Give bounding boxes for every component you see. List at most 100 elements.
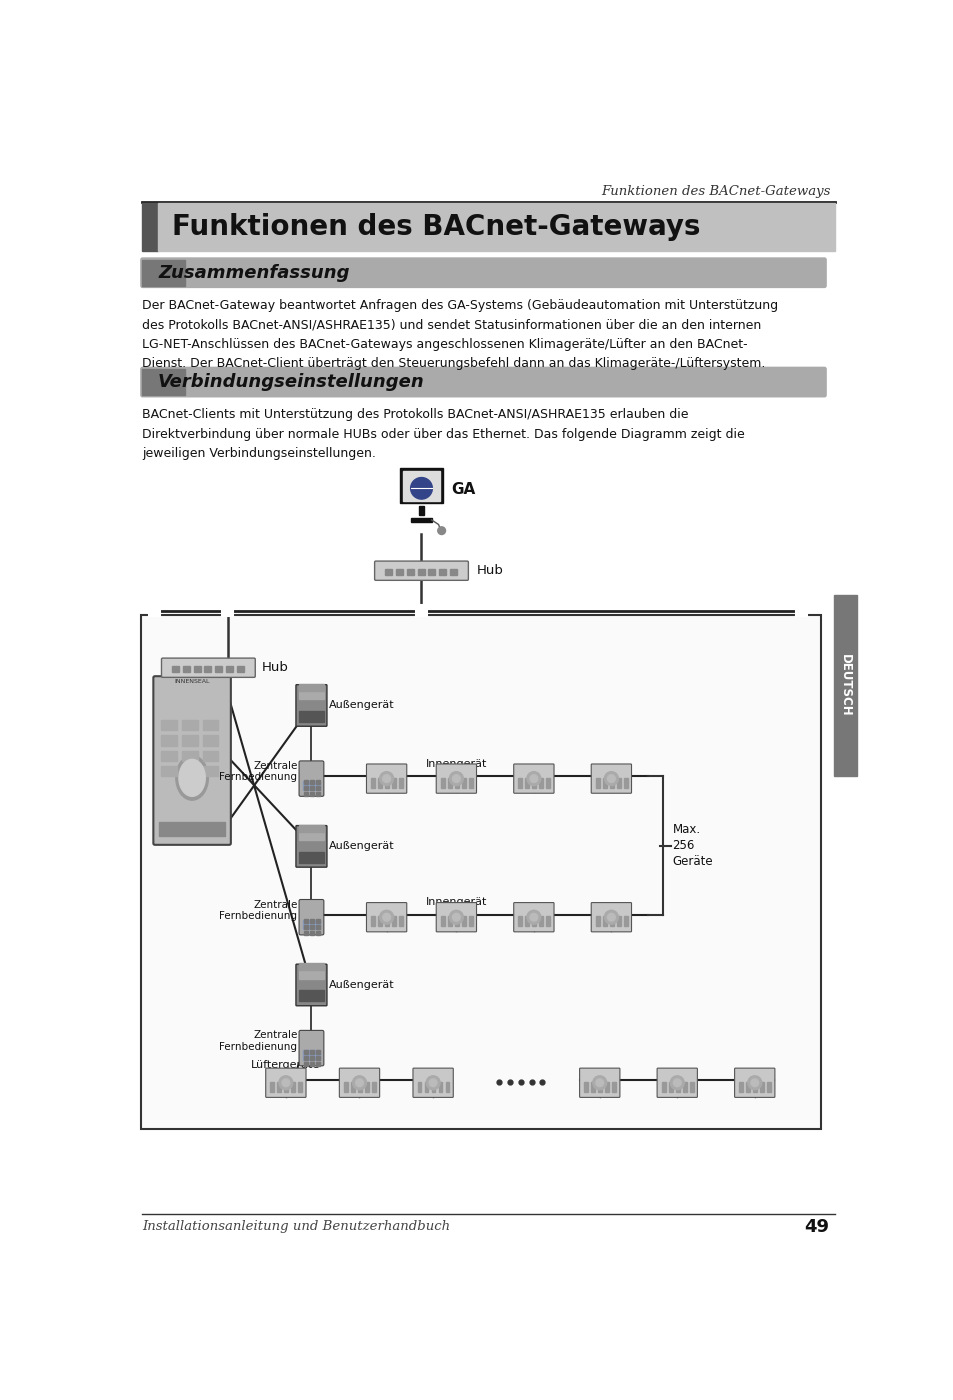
- Bar: [372, 1082, 375, 1092]
- Bar: [142, 259, 185, 286]
- Bar: [532, 917, 536, 927]
- Text: Außengerät: Außengerät: [328, 700, 394, 710]
- Bar: [617, 917, 620, 927]
- Bar: [598, 1082, 601, 1092]
- Bar: [682, 1082, 686, 1092]
- Bar: [795, 605, 806, 616]
- Bar: [161, 720, 176, 731]
- Bar: [461, 778, 465, 788]
- Bar: [525, 778, 529, 788]
- Bar: [517, 917, 521, 927]
- Bar: [661, 1082, 665, 1092]
- Bar: [303, 1056, 307, 1060]
- Text: Funktionen des BACnet-Gateways: Funktionen des BACnet-Gateways: [172, 213, 700, 241]
- Bar: [310, 1063, 314, 1065]
- Circle shape: [670, 1075, 683, 1089]
- Text: Zentrale
Fernbedienung: Zentrale Fernbedienung: [219, 900, 297, 921]
- Bar: [371, 917, 375, 927]
- Bar: [445, 1082, 449, 1092]
- Bar: [392, 917, 395, 927]
- Bar: [310, 1050, 314, 1053]
- Bar: [315, 1056, 319, 1060]
- Bar: [468, 917, 472, 927]
- Text: Verbindungseinstellungen: Verbindungseinstellungen: [158, 372, 424, 391]
- FancyBboxPatch shape: [579, 1068, 619, 1098]
- FancyBboxPatch shape: [366, 764, 406, 794]
- Bar: [149, 605, 159, 616]
- Circle shape: [526, 771, 540, 785]
- Bar: [303, 931, 307, 935]
- Circle shape: [437, 526, 445, 535]
- Bar: [298, 685, 323, 690]
- Bar: [546, 917, 550, 927]
- Bar: [298, 711, 323, 721]
- Bar: [438, 1082, 442, 1092]
- Bar: [182, 735, 197, 745]
- Circle shape: [604, 910, 618, 924]
- Text: Funktionen des BACnet-Gateways: Funktionen des BACnet-Gateways: [600, 185, 830, 197]
- Circle shape: [526, 910, 540, 924]
- Circle shape: [750, 1079, 758, 1086]
- Bar: [303, 920, 319, 928]
- Bar: [203, 750, 218, 762]
- Bar: [303, 787, 307, 790]
- Bar: [402, 472, 439, 501]
- FancyBboxPatch shape: [140, 258, 826, 288]
- FancyBboxPatch shape: [734, 1068, 774, 1098]
- Bar: [617, 778, 620, 788]
- Bar: [291, 1082, 294, 1092]
- FancyBboxPatch shape: [298, 1030, 323, 1065]
- FancyBboxPatch shape: [591, 764, 631, 794]
- Circle shape: [530, 774, 537, 783]
- Bar: [315, 792, 319, 797]
- Bar: [310, 792, 314, 797]
- Bar: [236, 666, 244, 672]
- Bar: [204, 666, 212, 672]
- Bar: [183, 666, 190, 672]
- Bar: [303, 781, 319, 790]
- Bar: [303, 780, 307, 784]
- Bar: [357, 1082, 361, 1092]
- FancyBboxPatch shape: [295, 965, 327, 1005]
- Bar: [596, 917, 599, 927]
- Bar: [538, 778, 542, 788]
- Bar: [591, 1082, 595, 1092]
- Bar: [284, 1082, 288, 1092]
- Circle shape: [410, 477, 432, 498]
- FancyBboxPatch shape: [513, 903, 554, 932]
- FancyBboxPatch shape: [513, 764, 554, 794]
- Bar: [298, 825, 323, 832]
- FancyBboxPatch shape: [339, 1068, 379, 1098]
- Text: Zusammenfassung: Zusammenfassung: [158, 263, 349, 281]
- Bar: [310, 918, 314, 923]
- Bar: [833, 595, 856, 776]
- Bar: [440, 917, 444, 927]
- Bar: [753, 1082, 757, 1092]
- Bar: [315, 780, 319, 784]
- Bar: [158, 203, 835, 251]
- FancyBboxPatch shape: [266, 1068, 306, 1098]
- Bar: [310, 787, 314, 790]
- Bar: [222, 605, 233, 616]
- Bar: [739, 1082, 742, 1092]
- Text: DEUTSCH: DEUTSCH: [838, 654, 851, 717]
- Circle shape: [452, 774, 459, 783]
- FancyBboxPatch shape: [298, 762, 323, 797]
- Circle shape: [449, 771, 463, 785]
- Circle shape: [429, 1079, 436, 1086]
- Bar: [203, 766, 218, 776]
- Bar: [203, 720, 218, 731]
- Bar: [431, 1082, 435, 1092]
- Bar: [172, 666, 179, 672]
- Bar: [609, 917, 613, 927]
- Circle shape: [379, 910, 394, 924]
- Bar: [315, 918, 319, 923]
- Bar: [182, 750, 197, 762]
- Bar: [447, 917, 452, 927]
- Circle shape: [530, 913, 537, 921]
- Bar: [315, 1063, 319, 1065]
- Circle shape: [592, 1075, 606, 1089]
- Bar: [450, 570, 456, 575]
- Circle shape: [382, 774, 390, 783]
- Bar: [161, 750, 176, 762]
